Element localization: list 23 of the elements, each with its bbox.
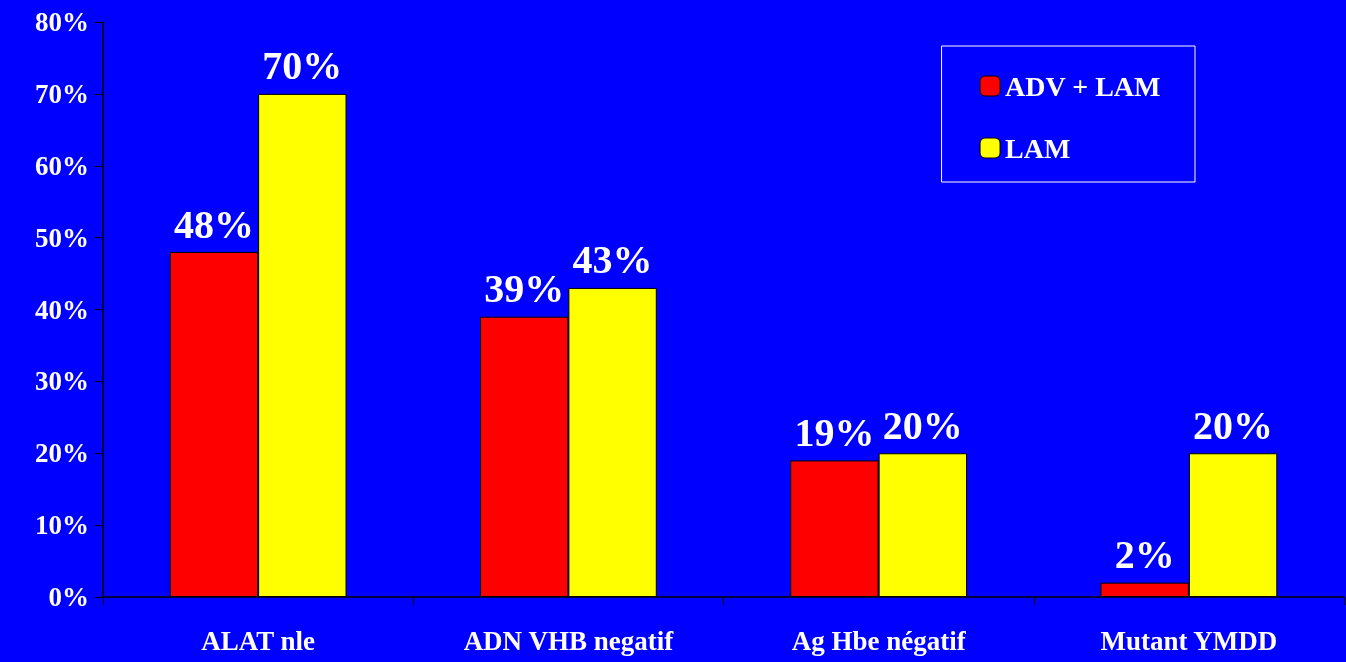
y-tick-label: 70% xyxy=(35,78,89,109)
data-label: 20% xyxy=(1193,402,1274,448)
data-label: 70% xyxy=(262,43,343,89)
y-tick-label: 0% xyxy=(48,582,89,612)
x-tick-label: Ag Hbe négatif xyxy=(791,625,967,656)
x-tick-label: ALAT nle xyxy=(201,625,316,656)
data-label: 48% xyxy=(173,201,254,247)
data-label: 39% xyxy=(484,266,565,312)
y-tick-label: 10% xyxy=(35,510,89,541)
y-tick-label: 60% xyxy=(35,150,89,181)
data-label: 43% xyxy=(572,237,653,283)
y-tick-label: 30% xyxy=(35,366,89,397)
legend-label: LAM xyxy=(1005,132,1071,164)
data-label: 2% xyxy=(1114,532,1175,578)
x-tick-label: Mutant YMDD xyxy=(1100,625,1278,656)
y-tick-label: 50% xyxy=(35,222,89,253)
legend-label: ADV + LAM xyxy=(1005,70,1161,102)
y-tick-label: 20% xyxy=(35,438,89,469)
data-label: 20% xyxy=(882,402,963,448)
y-tick-label: 80% xyxy=(35,7,89,37)
data-label: 19% xyxy=(794,409,875,455)
y-tick-label: 40% xyxy=(35,294,89,325)
x-tick-label: ADN VHB negatif xyxy=(463,625,675,656)
